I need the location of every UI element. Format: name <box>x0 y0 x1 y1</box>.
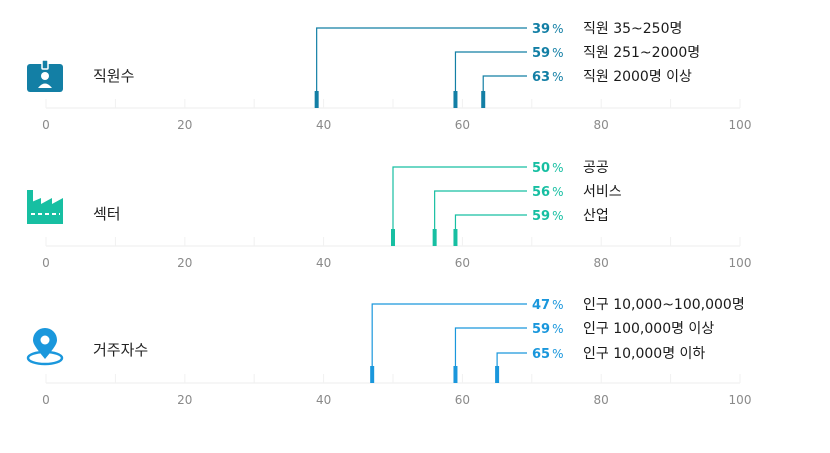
point-label: 인구 100,000명 이상 <box>583 321 714 337</box>
percent-unit: % <box>552 46 563 60</box>
point-label: 인구 10,000~100,000명 <box>583 297 745 313</box>
leader-line <box>454 327 527 374</box>
percent-label: 47% <box>532 298 564 313</box>
point-label: 직원 251~2000명 <box>583 45 700 61</box>
tick-label: 40 <box>316 393 331 407</box>
percent-unit: % <box>552 161 563 175</box>
tick-label: 40 <box>316 118 331 132</box>
factory-icon <box>27 190 63 224</box>
x-axis: 0 20 40 60 80 100 <box>42 374 751 407</box>
tick-label: 60 <box>455 393 470 407</box>
tick-label: 100 <box>729 256 752 270</box>
point-label: 산업 <box>583 208 609 224</box>
tick-label: 100 <box>729 118 752 132</box>
percent-label: 63% <box>532 70 564 85</box>
location-pin-icon <box>26 328 64 366</box>
tick-label: 0 <box>42 256 50 270</box>
percent-unit: % <box>552 185 563 199</box>
data-mark <box>391 229 395 246</box>
percent-label: 59% <box>532 46 564 61</box>
percent-unit: % <box>552 22 563 36</box>
data-mark <box>481 91 486 108</box>
percent-label: 39% <box>532 22 564 37</box>
data-mark <box>453 366 458 383</box>
point-label: 인구 10,000명 이하 <box>583 346 705 362</box>
percent-label: 50% <box>532 161 564 176</box>
point-label: 직원 35~250명 <box>583 21 682 37</box>
leader-line <box>392 166 527 237</box>
percent-unit: % <box>552 298 563 312</box>
percent-label: 59% <box>532 209 564 224</box>
tick-label: 80 <box>594 393 609 407</box>
data-marks: 47% 인구 10,000~100,000명 59% 인구 100,000명 이상 65… <box>370 297 745 383</box>
point-label: 공공 <box>583 160 609 176</box>
leader-line <box>482 75 527 99</box>
leader-line <box>371 303 527 374</box>
data-marks: 50% 공공 56% 서비스 59% 산업 <box>391 160 622 246</box>
panel-employees: 직원수 0 20 40 60 80 100 39% 직원 35~250명 59% 직원 251~… <box>27 21 751 132</box>
tick-label: 60 <box>455 256 470 270</box>
data-mark <box>453 91 458 108</box>
x-axis: 0 20 40 60 80 100 <box>42 99 751 132</box>
percent-unit: % <box>552 209 563 223</box>
data-mark <box>495 366 500 383</box>
point-label: 서비스 <box>583 184 622 200</box>
tick-label: 100 <box>729 393 752 407</box>
percent-label: 65% <box>532 347 564 362</box>
tick-label: 80 <box>594 256 609 270</box>
data-mark <box>314 91 319 108</box>
leader-line <box>496 352 527 374</box>
data-mark <box>370 366 375 383</box>
tick-label: 20 <box>177 393 192 407</box>
leader-line <box>454 51 527 99</box>
leader-line <box>316 27 527 99</box>
panel-sector: 섹터 0 20 40 60 80 100 50% 공공 56% 서비스 59% 산업 <box>27 160 751 270</box>
percent-unit: % <box>552 322 563 336</box>
percent-unit: % <box>552 70 563 84</box>
tick-label: 20 <box>177 256 192 270</box>
id-badge-icon <box>27 59 63 92</box>
x-axis: 0 20 40 60 80 100 <box>42 237 751 270</box>
data-mark <box>453 229 458 246</box>
percent-unit: % <box>552 347 563 361</box>
percent-label: 56% <box>532 185 564 200</box>
leader-line <box>434 190 527 237</box>
leader-line <box>454 214 527 237</box>
category-label: 직원수 <box>93 67 134 85</box>
tick-label: 20 <box>177 118 192 132</box>
tick-label: 40 <box>316 256 331 270</box>
category-label: 거주자수 <box>93 341 148 359</box>
percent-label: 59% <box>532 322 564 337</box>
point-label: 직원 2000명 이상 <box>583 69 692 85</box>
tick-label: 0 <box>42 393 50 407</box>
tick-label: 60 <box>455 118 470 132</box>
data-marks: 39% 직원 35~250명 59% 직원 251~2000명 63% 직원 2000명 … <box>314 21 700 108</box>
panel-residents: 거주자수 0 20 40 60 80 100 47% 인구 10,000~100,000명 5… <box>26 297 751 407</box>
tick-label: 0 <box>42 118 50 132</box>
category-label: 섹터 <box>93 205 121 223</box>
tick-label: 80 <box>594 118 609 132</box>
data-mark <box>432 229 437 246</box>
